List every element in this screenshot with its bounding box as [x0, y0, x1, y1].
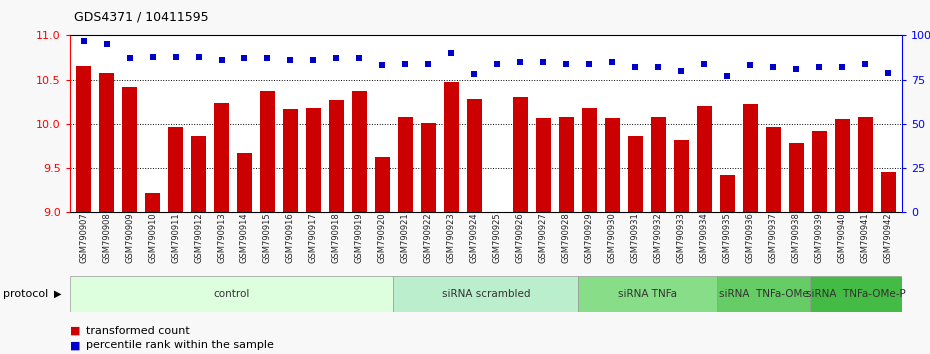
Point: [214, 57, 229, 63]
Point: [352, 56, 367, 61]
Point: [329, 56, 344, 61]
Point: [582, 61, 597, 67]
Bar: [375, 156, 390, 212]
Text: siRNA  TNFa-OMe: siRNA TNFa-OMe: [719, 289, 808, 299]
Point: [444, 50, 458, 56]
Bar: [743, 104, 758, 212]
Point: [467, 72, 482, 77]
Text: siRNA scrambled: siRNA scrambled: [442, 289, 530, 299]
Point: [375, 63, 390, 68]
Point: [697, 61, 711, 67]
Bar: [444, 82, 458, 212]
Bar: [329, 100, 344, 212]
Text: ■: ■: [70, 326, 80, 336]
Point: [835, 64, 850, 70]
Point: [674, 68, 689, 74]
Bar: [513, 97, 528, 212]
Point: [421, 61, 436, 67]
Bar: [766, 126, 781, 212]
Point: [283, 57, 298, 63]
Text: siRNA TNFa: siRNA TNFa: [618, 289, 677, 299]
Point: [789, 66, 804, 72]
Bar: [810, 276, 902, 312]
Bar: [674, 140, 689, 212]
Point: [743, 63, 758, 68]
Bar: [145, 193, 160, 212]
Point: [651, 64, 666, 70]
Bar: [467, 99, 482, 212]
Bar: [393, 276, 578, 312]
Text: protocol: protocol: [3, 289, 48, 299]
Point: [766, 64, 781, 70]
Bar: [260, 91, 275, 212]
Bar: [720, 175, 735, 212]
Bar: [283, 109, 298, 212]
Bar: [122, 87, 137, 212]
Point: [260, 56, 275, 61]
Bar: [812, 131, 827, 212]
Point: [191, 54, 206, 59]
Bar: [582, 108, 597, 212]
Bar: [697, 106, 711, 212]
Text: GDS4371 / 10411595: GDS4371 / 10411595: [74, 11, 209, 24]
Point: [628, 64, 643, 70]
Text: ▶: ▶: [54, 289, 61, 299]
Bar: [100, 73, 114, 212]
Bar: [789, 143, 804, 212]
Point: [720, 73, 735, 79]
Bar: [490, 211, 505, 212]
Bar: [881, 172, 896, 212]
Bar: [191, 136, 206, 212]
Point: [812, 64, 827, 70]
Bar: [604, 118, 620, 212]
Bar: [306, 108, 321, 212]
Bar: [628, 136, 643, 212]
Point: [306, 57, 321, 63]
Point: [398, 61, 413, 67]
Bar: [76, 66, 91, 212]
Point: [881, 70, 896, 75]
Bar: [536, 118, 551, 212]
Bar: [559, 117, 574, 212]
Point: [490, 61, 505, 67]
Bar: [835, 119, 850, 212]
Bar: [237, 153, 252, 212]
Text: ■: ■: [70, 340, 80, 350]
Bar: [857, 117, 872, 212]
Bar: [168, 127, 183, 212]
Bar: [214, 103, 229, 212]
Text: transformed count: transformed count: [86, 326, 191, 336]
Point: [559, 61, 574, 67]
Text: siRNA  TNFa-OMe-P: siRNA TNFa-OMe-P: [806, 289, 906, 299]
Point: [857, 61, 872, 67]
Point: [604, 59, 619, 65]
Point: [536, 59, 551, 65]
Bar: [352, 91, 367, 212]
Point: [168, 54, 183, 59]
Point: [513, 59, 528, 65]
Point: [237, 56, 252, 61]
Bar: [70, 276, 393, 312]
Point: [76, 38, 91, 44]
Bar: [578, 276, 717, 312]
Point: [100, 41, 114, 47]
Bar: [651, 117, 666, 212]
Point: [122, 56, 137, 61]
Bar: [717, 276, 810, 312]
Text: percentile rank within the sample: percentile rank within the sample: [86, 340, 274, 350]
Bar: [421, 123, 436, 212]
Text: control: control: [213, 289, 250, 299]
Point: [145, 54, 160, 59]
Bar: [398, 117, 413, 212]
